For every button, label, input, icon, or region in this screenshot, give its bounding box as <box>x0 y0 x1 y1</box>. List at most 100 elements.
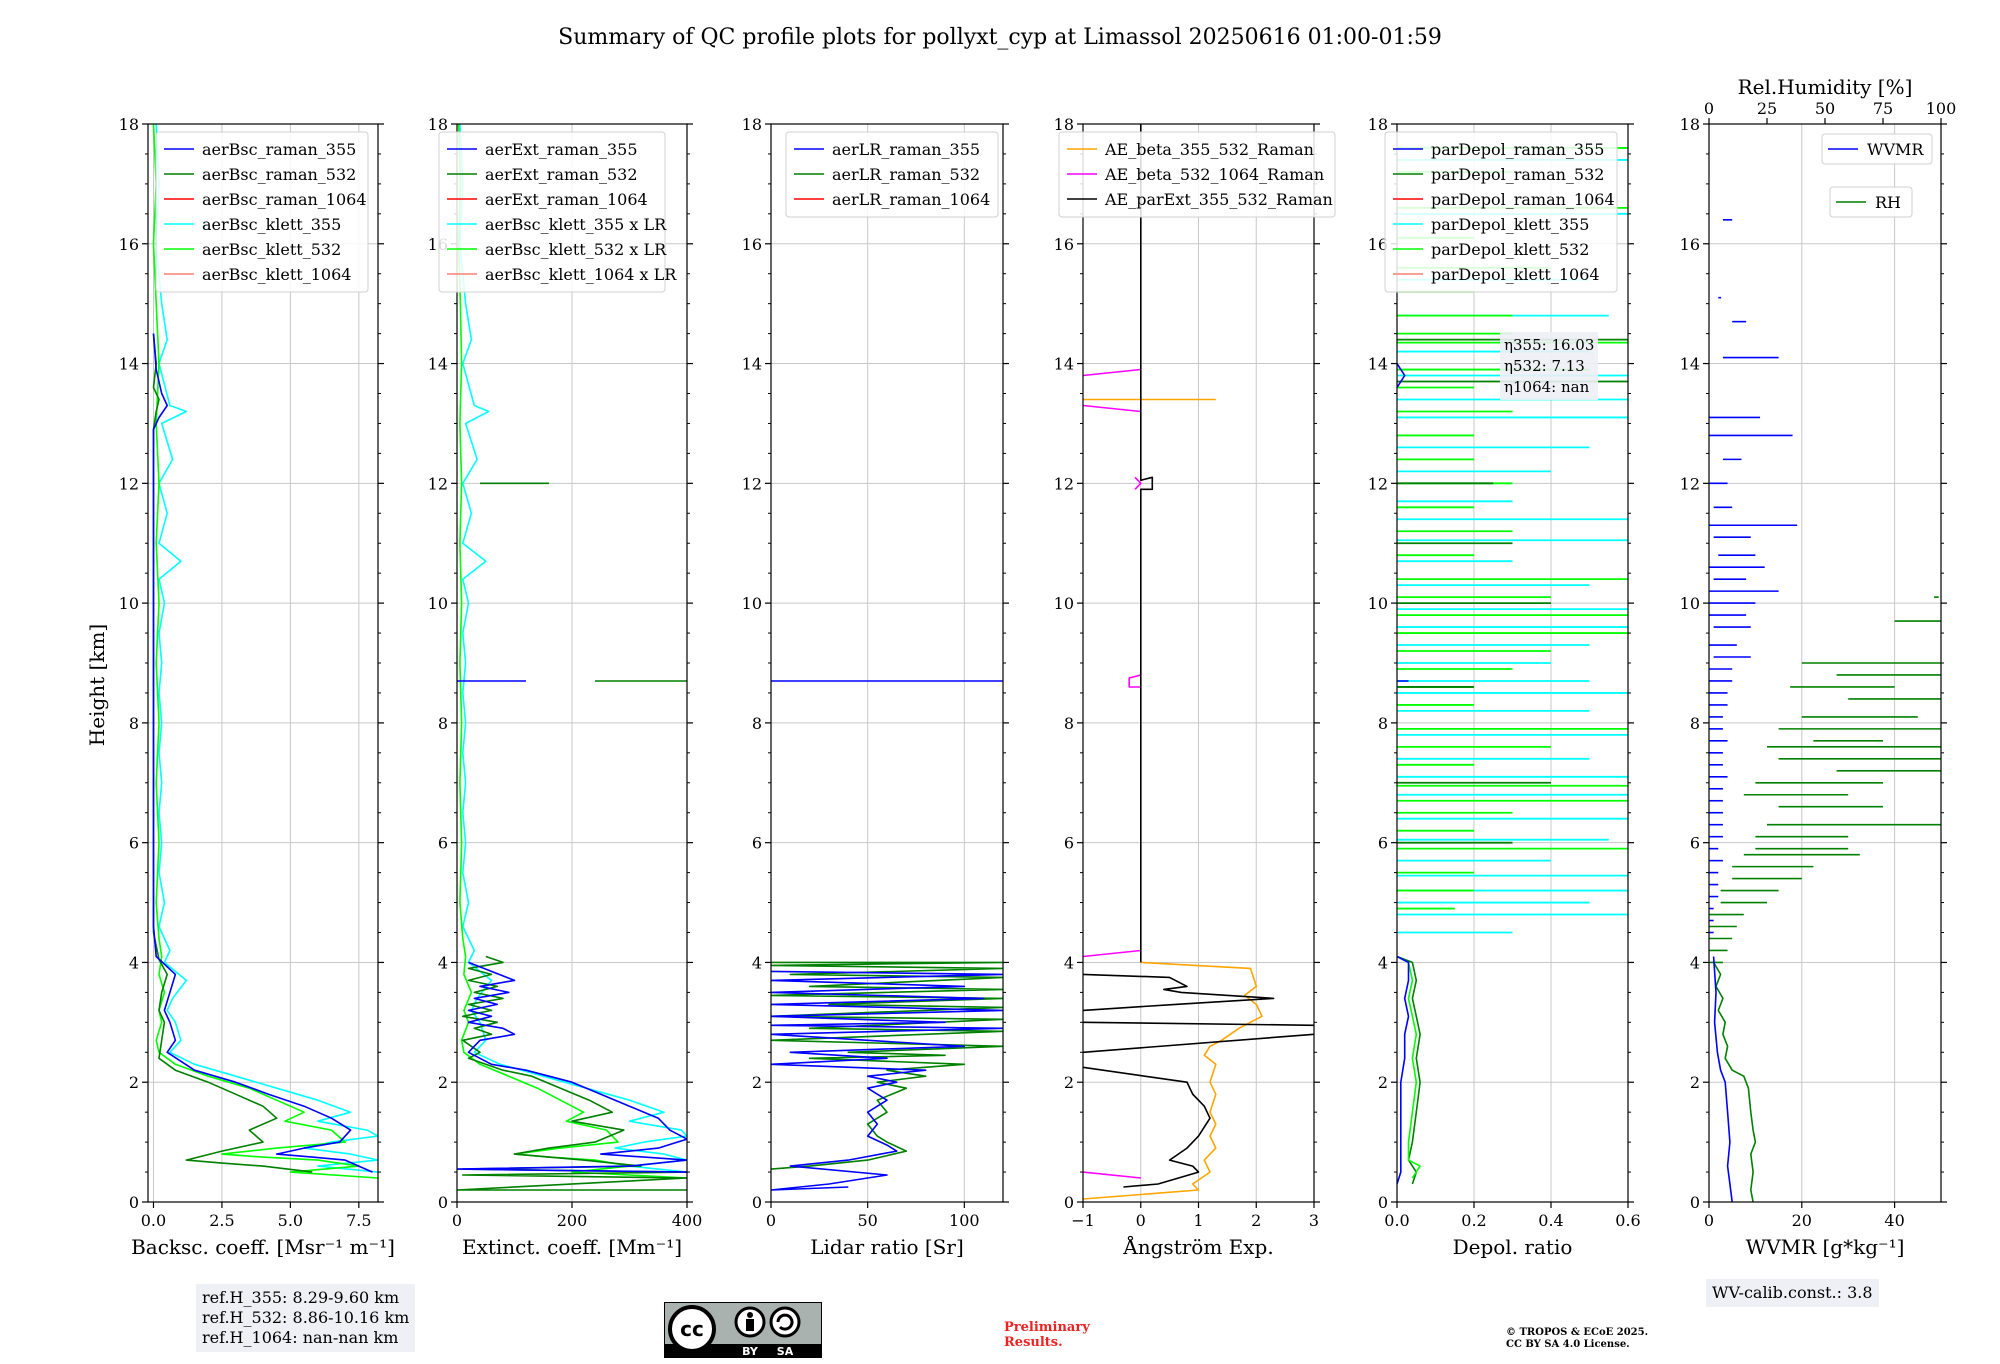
legend-label-aerBsc_klett_532: aerBsc_klett_532 <box>202 240 341 259</box>
legend-box <box>438 131 666 293</box>
x-axis-label-depol: Depol. ratio <box>1453 1235 1573 1259</box>
y-tick-label: 12 <box>428 474 448 493</box>
y-tick-label: 10 <box>1680 594 1700 613</box>
legend-box <box>1058 131 1336 218</box>
y-tick-label: 12 <box>1680 474 1700 493</box>
height-axis-label: Height [km] <box>85 624 109 746</box>
y-tick-label: 6 <box>129 834 139 853</box>
preliminary-line-2: Results. <box>1004 1335 1063 1350</box>
plot-area-ae <box>1083 124 1314 1200</box>
panel-lr: 0 2 4 6 8 10 12 14 16 18 0 50 100 Lidar ratio [Sr] aer… <box>742 115 1009 1259</box>
x-tick-label: 0.6 <box>1615 1211 1640 1230</box>
y-tick-label: 6 <box>1690 834 1700 853</box>
y-tick-label: 12 <box>742 474 762 493</box>
y-tick-label: 18 <box>1054 115 1074 134</box>
plot-area-ext <box>457 124 687 1191</box>
series-aerBsc_klett_355 <box>155 124 378 1173</box>
y-tick-label: 6 <box>1064 834 1074 853</box>
y-tick-label: 16 <box>1368 235 1388 254</box>
legend-ae: AE_beta_355_532_Raman AE_beta_532_1064_Ra… <box>1058 131 1336 218</box>
reference-height-box: ref.H_355: 8.29-9.60 km ref.H_532: 8.86-… <box>196 1284 416 1352</box>
plot-area-wv <box>1709 219 1941 1202</box>
y-tick-label: 2 <box>1378 1073 1388 1092</box>
y-tick-label: 4 <box>1064 953 1074 972</box>
top-x-axis-label: Rel.Humidity [%] <box>1738 75 1913 99</box>
x-axis-label-ext: Extinct. coeff. [Mm⁻¹] <box>462 1235 682 1259</box>
y-tick-label: 14 <box>742 355 762 374</box>
x-tick-label: 0 <box>1704 1211 1714 1230</box>
y-tick-label: 8 <box>129 714 139 733</box>
sa-icon <box>769 1306 801 1338</box>
x-tick-label: 0 <box>452 1211 462 1230</box>
top-x-tick-label: 0 <box>1704 99 1714 118</box>
plot-area-depol <box>1397 147 1628 1185</box>
series-aerLR_raman_355 <box>771 680 1003 1191</box>
y-tick-label: 8 <box>1064 714 1074 733</box>
legend-label-parDepol_raman_355: parDepol_raman_355 <box>1431 140 1604 159</box>
x-tick-label: 3 <box>1309 1211 1319 1230</box>
y-tick-label: 14 <box>1680 355 1700 374</box>
legend-label-aerBsc_klett_532 x LR: aerBsc_klett_532 x LR <box>485 240 667 259</box>
grid-ae <box>1082 123 1315 1203</box>
y-tick-label: 10 <box>1054 594 1074 613</box>
x-tick-label: 1 <box>1193 1211 1203 1230</box>
legend-label-aerBsc_klett_1064 x LR: aerBsc_klett_1064 x LR <box>485 265 677 284</box>
y-tick-label: 0 <box>438 1193 448 1212</box>
y-tick-label: 6 <box>1378 834 1388 853</box>
top-x-tick-label: 75 <box>1873 99 1893 118</box>
legend-box <box>785 131 999 218</box>
x-tick-label: 40 <box>1884 1211 1904 1230</box>
x-axis-label-lr: Lidar ratio [Sr] <box>810 1235 964 1259</box>
top-x-tick-label: 50 <box>1815 99 1835 118</box>
grid-lr <box>770 123 1003 1203</box>
legend-label-parDepol_klett_1064: parDepol_klett_1064 <box>1431 265 1600 284</box>
preliminary-line-1: Preliminary <box>1004 1320 1090 1335</box>
eta-annotation-1: η532: 7.13 <box>1504 357 1585 375</box>
grid-bsc <box>148 123 378 1203</box>
legend-label-aerExt_raman_1064: aerExt_raman_1064 <box>485 190 648 209</box>
legend-label-aerBsc_raman_355: aerBsc_raman_355 <box>202 140 356 159</box>
x-tick-label: 400 <box>672 1211 703 1230</box>
ref-height-355: ref.H_355: 8.29-9.60 km <box>202 1288 400 1307</box>
legend-label-aerBsc_klett_1064: aerBsc_klett_1064 <box>202 265 351 284</box>
x-axis-label-wv: WVMR [g*kg⁻¹] <box>1746 1235 1905 1259</box>
series-aerBsc_klett_355 x LR <box>459 124 687 1173</box>
x-tick-label: 7.5 <box>346 1211 371 1230</box>
series-aerBsc_klett_532 x LR <box>457 124 687 1179</box>
legend-depol: parDepol_raman_355 parDepol_raman_532 parD… <box>1384 131 1618 293</box>
top-x-tick-label: 25 <box>1757 99 1777 118</box>
cc-icon <box>668 1305 716 1353</box>
legend-label-parDepol_raman_532: parDepol_raman_532 <box>1431 165 1604 184</box>
by-text: BY <box>742 1345 759 1358</box>
y-tick-label: 2 <box>1064 1073 1074 1092</box>
legend-label-aerExt_raman_532: aerExt_raman_532 <box>485 165 638 184</box>
y-tick-label: 0 <box>752 1193 762 1212</box>
axis-bsc: 0 2 4 6 8 10 12 14 16 18 0.0 2.5 5.0 7.5 Backsc. coeff… <box>119 115 395 1259</box>
series-AE_beta_532_1064_Raman <box>1083 368 1142 1179</box>
panel-depol: 0 2 4 6 8 10 12 14 16 18 0.0 0.2 0.4 0.6 Depol. ratio p… <box>1368 115 1641 1259</box>
y-tick-label: 8 <box>752 714 762 733</box>
axis-depol: 0 2 4 6 8 10 12 14 16 18 0.0 0.2 0.4 0.6 Depol. ratio <box>1368 115 1641 1259</box>
y-tick-label: 18 <box>1368 115 1388 134</box>
axes-frame-lr <box>770 123 1004 1203</box>
copyright-note: © TROPOS & ECoE 2025. CC BY SA 4.0 Licen… <box>1506 1327 1648 1351</box>
ref-height-1064: ref.H_1064: nan-nan km <box>202 1328 399 1347</box>
y-tick-label: 0 <box>1064 1193 1074 1212</box>
y-tick-label: 0 <box>1378 1193 1388 1212</box>
y-tick-label: 14 <box>1368 355 1388 374</box>
x-tick-label: 20 <box>1792 1211 1812 1230</box>
legend-label-aerExt_raman_355: aerExt_raman_355 <box>485 140 638 159</box>
x-tick-label: 0.0 <box>141 1211 166 1230</box>
y-tick-label: 4 <box>752 953 762 972</box>
legend-label-WVMR: WVMR <box>1867 140 1924 159</box>
y-tick-label: 12 <box>119 474 139 493</box>
wv-calibration-box: WV-calib.const.: 3.8 <box>1706 1279 1879 1307</box>
x-tick-label: 2.5 <box>209 1211 234 1230</box>
y-tick-label: 8 <box>1690 714 1700 733</box>
y-tick-label: 16 <box>742 235 762 254</box>
